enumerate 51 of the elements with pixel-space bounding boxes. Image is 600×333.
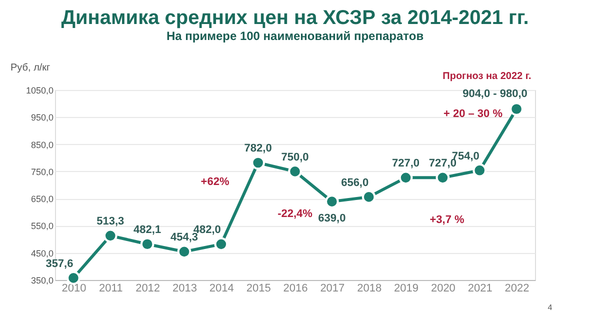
x-tick-label: 2018 <box>357 282 382 294</box>
x-tick-label: 2022 <box>504 282 530 294</box>
x-tick-label: 2015 <box>246 282 271 294</box>
y-tick-label: 450,0 <box>30 248 54 258</box>
x-tick-label: 2010 <box>62 282 86 294</box>
text: 4 <box>548 303 553 312</box>
point <box>510 102 524 116</box>
point <box>251 156 265 170</box>
x-tick-label: 2019 <box>394 282 419 294</box>
x-tick-label: 2017 <box>320 282 345 294</box>
point <box>362 190 376 204</box>
x-tick-label: 2016 <box>283 282 308 294</box>
point <box>288 164 302 178</box>
y-tick-label: 350,0 <box>30 276 54 286</box>
data-label: 727,0 <box>392 158 420 170</box>
x-tick-label: 2012 <box>136 282 160 294</box>
annotation: +3,7 % <box>430 214 464 226</box>
point <box>472 163 487 178</box>
text: Прогноз на 2022 г. <box>442 71 532 82</box>
point <box>103 228 118 243</box>
x-tick-label: 2021 <box>468 282 492 294</box>
point <box>177 244 192 259</box>
point <box>325 194 339 208</box>
data-label: 750,0 <box>281 151 309 164</box>
point <box>436 170 450 185</box>
y-tick-label: 550,0 <box>30 221 54 232</box>
data-label: 639,0 <box>318 212 346 225</box>
data-label: 357,6 <box>46 258 74 270</box>
data-label: 482,1 <box>134 224 162 236</box>
annotation: +62% <box>200 176 230 188</box>
chart-subtitle: На примере 100 наименований препаратов <box>166 29 424 43</box>
annotation: -22,4% <box>278 208 313 220</box>
annotation: 904,0 - 980,0 <box>462 88 528 100</box>
annotation: + 20 – 30 % <box>443 108 503 120</box>
data-label: 513,3 <box>96 216 124 228</box>
x-tick-label: 2020 <box>430 282 456 294</box>
point <box>214 237 228 252</box>
y-tick-label: 950,0 <box>30 112 54 123</box>
y-tick-label: 1050,0 <box>26 86 54 96</box>
y-tick-label: 850,0 <box>30 140 54 150</box>
point <box>398 170 413 185</box>
y-axis-title: Руб, л/кг <box>10 62 51 74</box>
x-tick-label: 2013 <box>172 282 197 294</box>
y-tick-label: 750,0 <box>30 166 54 177</box>
x-tick-label: 2011 <box>99 282 123 294</box>
data-label: 454,3 <box>170 232 198 244</box>
data-label: 656,0 <box>341 176 369 189</box>
chart-title: Динамика средних цен на ХСЗР за 2014-2021 гг. <box>61 7 529 29</box>
data-label: 782,0 <box>244 142 272 155</box>
x-tick-label: 2014 <box>209 282 234 294</box>
y-tick-label: 650,0 <box>30 194 54 204</box>
